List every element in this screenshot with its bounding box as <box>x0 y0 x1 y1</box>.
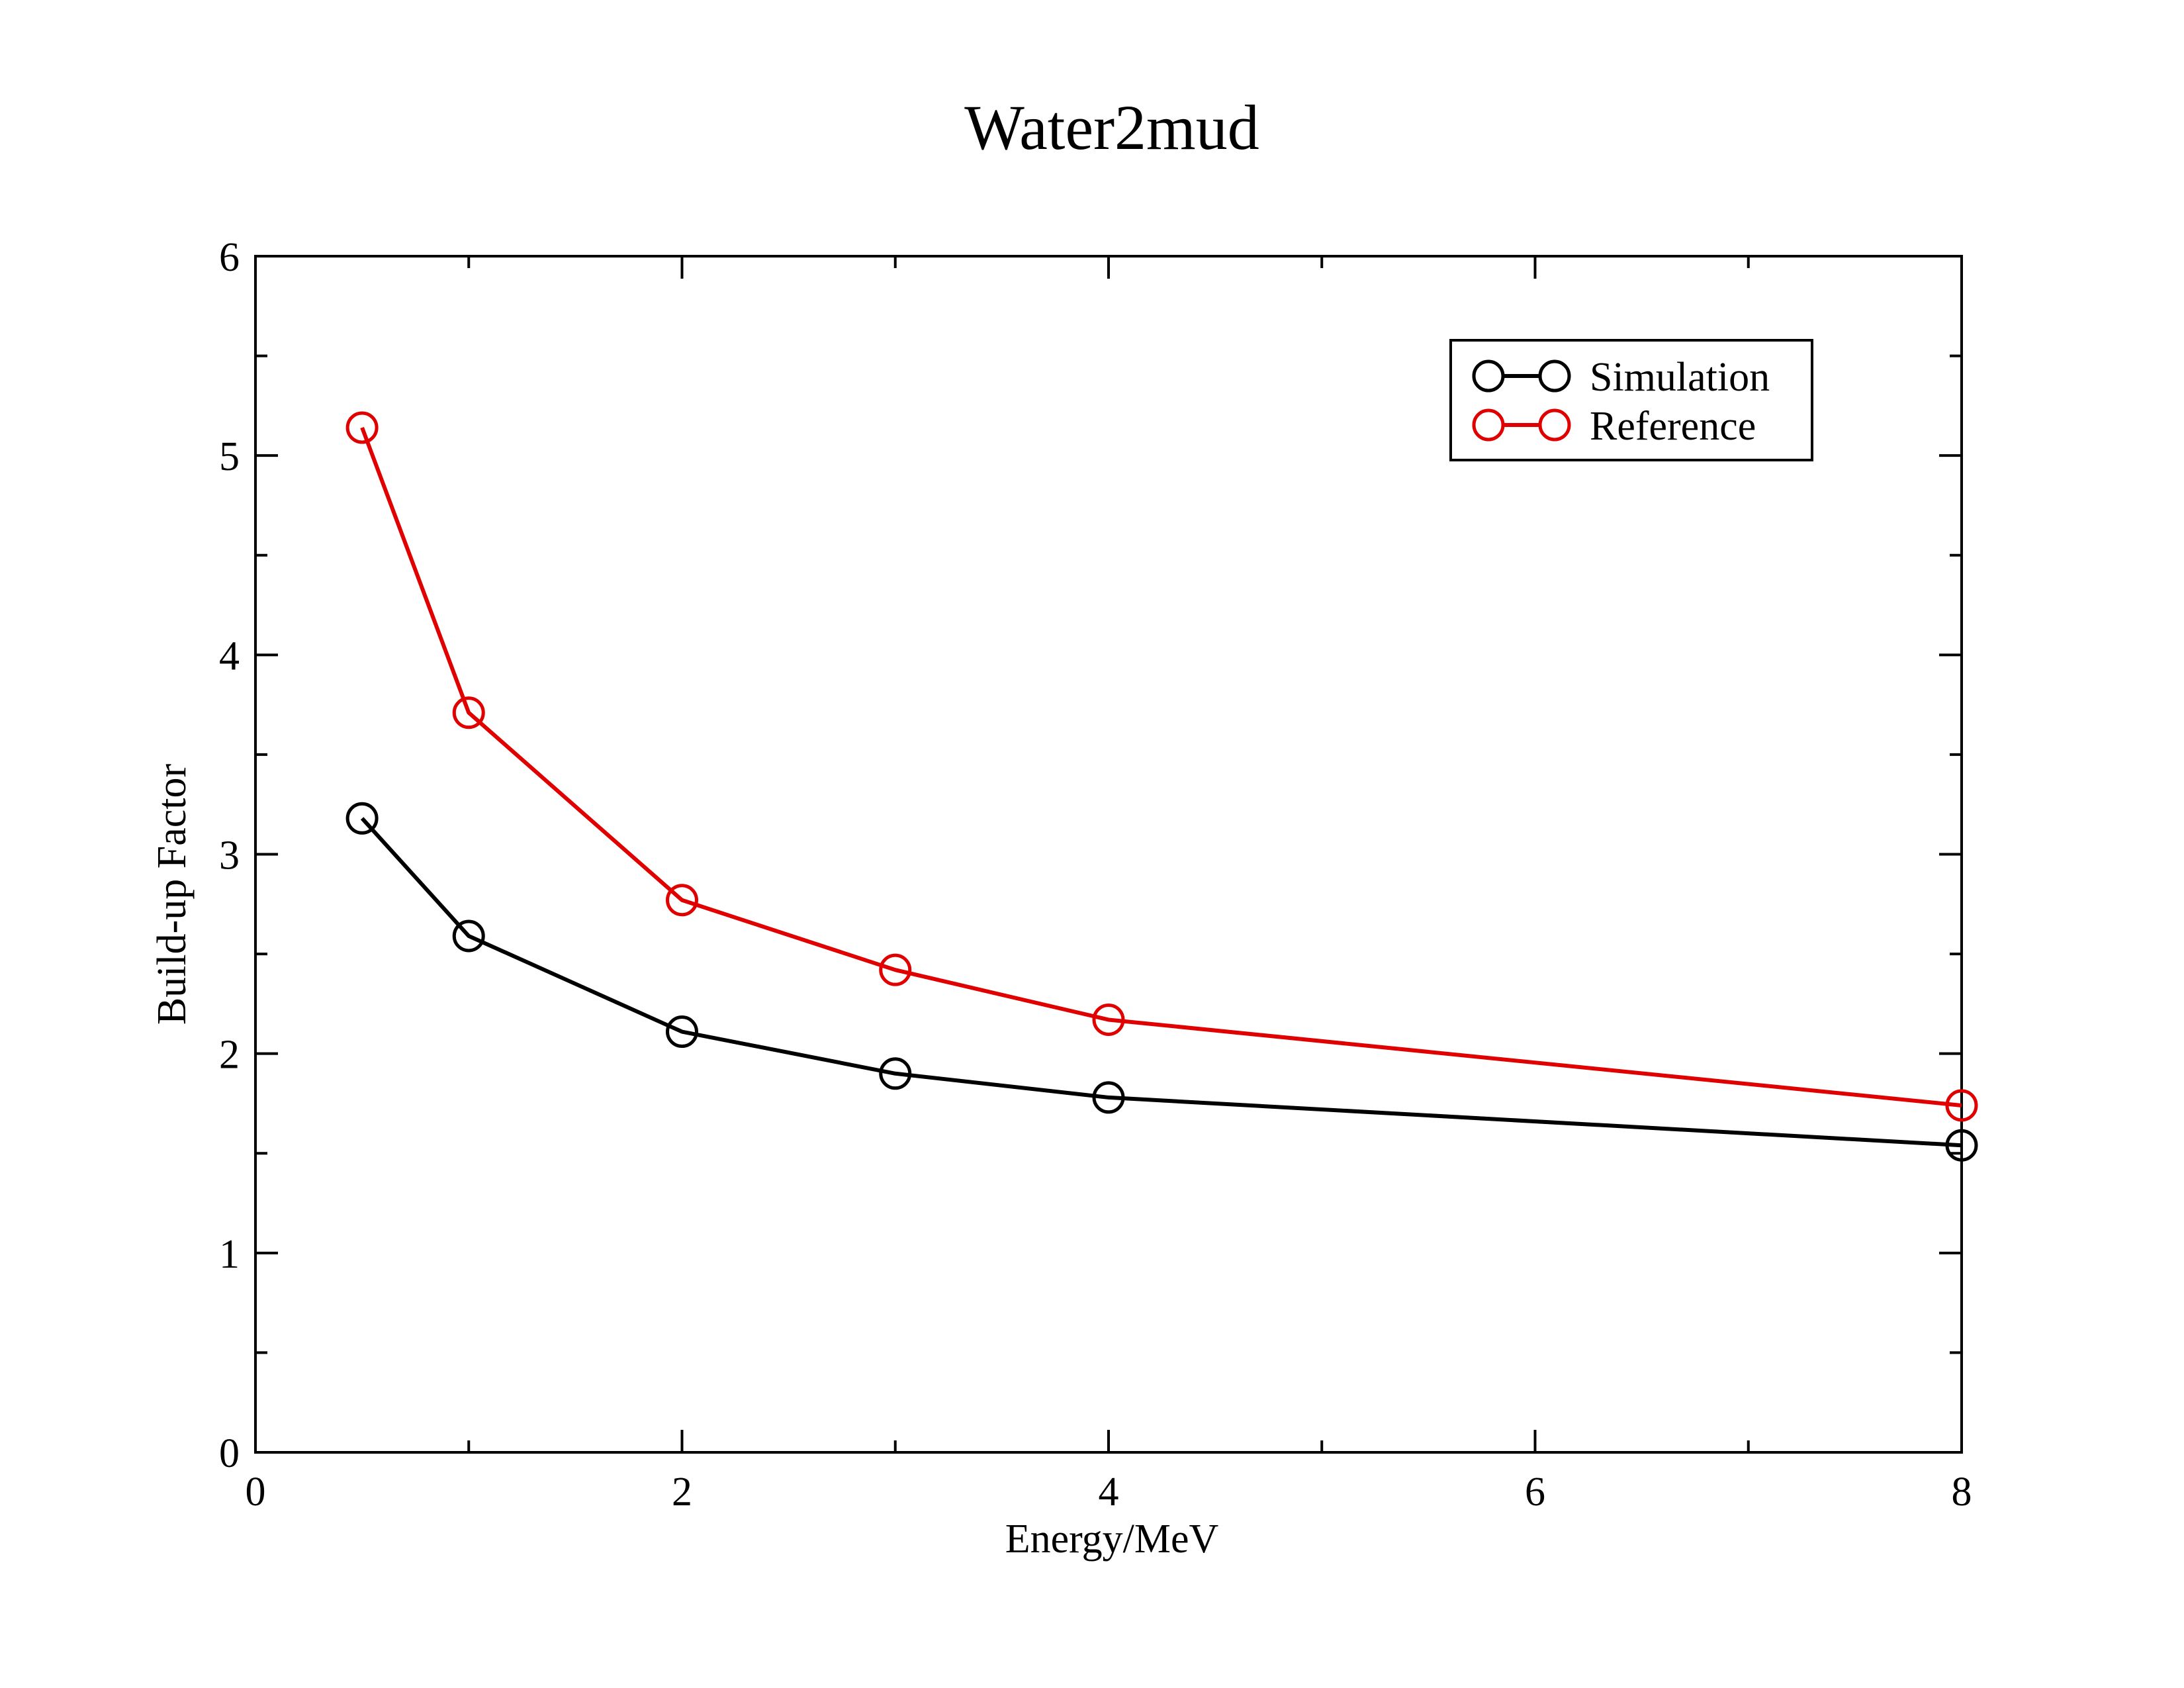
x-axis-label: Energy/MeV <box>1005 1517 1219 1562</box>
y-tick-label: 2 <box>219 1033 240 1078</box>
y-tick-label: 4 <box>219 633 240 679</box>
x-tick-label: 4 <box>1099 1470 1119 1515</box>
series-simulation <box>345 802 1978 1162</box>
x-tick-label: 2 <box>672 1470 692 1515</box>
data-point-simulation <box>1092 1081 1125 1114</box>
legend-frame <box>1449 339 1813 461</box>
y-tick-label: 5 <box>219 434 240 479</box>
data-point-reference <box>345 411 379 444</box>
data-point-reference <box>452 696 485 729</box>
series-layer <box>345 411 1978 1162</box>
data-point-simulation <box>1945 1129 1978 1162</box>
data-point-reference <box>879 953 912 986</box>
y-tick-label: 3 <box>219 833 240 878</box>
plot-area: 0 2 4 6 8 0 1 2 3 4 5 6 <box>219 235 1972 1515</box>
series-reference <box>345 411 1978 1122</box>
data-point-reference <box>1092 1003 1125 1036</box>
data-point-simulation <box>879 1057 912 1090</box>
y-axis-label: Build-up Factor <box>150 763 195 1025</box>
legend-label-reference: Reference <box>1590 404 1756 449</box>
y-tick-label: 0 <box>219 1431 240 1476</box>
chart-title: Water2mud <box>964 92 1259 163</box>
data-point-reference <box>666 884 698 917</box>
legend-marker-reference <box>1538 408 1571 442</box>
series-line-simulation <box>360 817 1962 1148</box>
x-tick-label: 6 <box>1525 1470 1545 1515</box>
data-point-simulation <box>666 1015 698 1049</box>
y-tick-label: 6 <box>219 235 240 280</box>
series-line-reference <box>360 426 1962 1107</box>
legend-marker-reference <box>1472 408 1505 442</box>
legend-marker-simulation <box>1472 359 1505 393</box>
y-tick-label: 1 <box>219 1232 240 1277</box>
x-tick-label: 8 <box>1952 1470 1972 1515</box>
data-point-simulation <box>345 802 379 835</box>
x-tick-label: 0 <box>246 1470 266 1515</box>
legend-marker-simulation <box>1538 359 1571 393</box>
legend-label-simulation: Simulation <box>1590 355 1770 400</box>
data-point-simulation <box>452 919 485 953</box>
data-point-reference <box>1945 1089 1978 1122</box>
